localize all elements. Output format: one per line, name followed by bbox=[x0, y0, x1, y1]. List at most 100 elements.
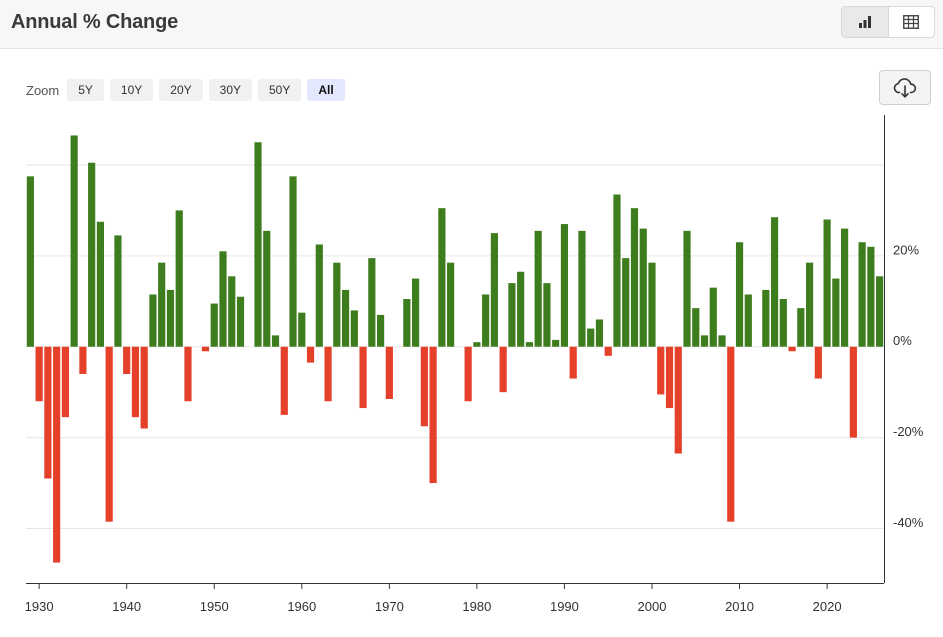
bar-1974[interactable] bbox=[420, 346, 428, 427]
bar-1988[interactable] bbox=[543, 283, 551, 347]
bar-1946[interactable] bbox=[175, 210, 183, 347]
bar-1935[interactable] bbox=[79, 346, 87, 374]
bar-1944[interactable] bbox=[158, 262, 166, 347]
bar-chart-view-button[interactable] bbox=[842, 7, 889, 37]
bar-1937[interactable] bbox=[96, 221, 105, 347]
bar-1963[interactable] bbox=[324, 346, 332, 402]
bar-1972[interactable] bbox=[403, 299, 411, 347]
bar-1987[interactable] bbox=[534, 230, 542, 347]
bar-2006[interactable] bbox=[700, 335, 709, 347]
bar-2023[interactable] bbox=[849, 346, 857, 438]
bar-2009[interactable] bbox=[727, 346, 735, 522]
bar-1947[interactable] bbox=[184, 346, 192, 402]
bar-1992[interactable] bbox=[578, 230, 586, 347]
bar-1984[interactable] bbox=[508, 283, 516, 347]
bar-1999[interactable] bbox=[639, 228, 647, 347]
bar-1933[interactable] bbox=[61, 346, 69, 418]
bar-1990[interactable] bbox=[560, 224, 569, 347]
bar-2019[interactable] bbox=[814, 346, 822, 379]
zoom-30y-button[interactable]: 30Y bbox=[208, 79, 252, 101]
bar-1957[interactable] bbox=[271, 335, 280, 347]
bar-2026[interactable] bbox=[876, 276, 884, 347]
bar-2015[interactable] bbox=[779, 299, 787, 347]
bar-2008[interactable] bbox=[718, 335, 726, 347]
bar-1966[interactable] bbox=[350, 310, 358, 347]
bar-1985[interactable] bbox=[517, 271, 525, 347]
bar-1968[interactable] bbox=[368, 258, 376, 347]
bar-2022[interactable] bbox=[841, 228, 849, 347]
bar-1958[interactable] bbox=[280, 346, 288, 415]
bar-1994[interactable] bbox=[595, 319, 604, 347]
bar-1929[interactable] bbox=[26, 176, 34, 347]
bar-2011[interactable] bbox=[744, 294, 752, 347]
bar-1962[interactable] bbox=[315, 244, 323, 347]
bar-2025[interactable] bbox=[867, 246, 875, 347]
bar-2001[interactable] bbox=[657, 346, 665, 395]
bar-1998[interactable] bbox=[630, 208, 639, 347]
bar-1986[interactable] bbox=[525, 342, 534, 347]
bar-2003[interactable] bbox=[674, 346, 682, 454]
bar-1945[interactable] bbox=[166, 289, 175, 347]
bar-1936[interactable] bbox=[88, 162, 96, 347]
bar-2010[interactable] bbox=[735, 242, 744, 347]
bar-2005[interactable] bbox=[692, 308, 700, 347]
bar-1965[interactable] bbox=[341, 289, 350, 347]
zoom-20y-button[interactable]: 20Y bbox=[159, 79, 203, 101]
bar-1983[interactable] bbox=[499, 346, 507, 393]
bar-2020[interactable] bbox=[823, 219, 831, 347]
bar-1939[interactable] bbox=[114, 235, 122, 347]
bar-1931[interactable] bbox=[44, 346, 52, 479]
bar-1973[interactable] bbox=[412, 278, 420, 347]
bar-1950[interactable] bbox=[210, 303, 218, 347]
zoom-50y-button[interactable]: 50Y bbox=[258, 79, 302, 101]
bar-2017[interactable] bbox=[797, 308, 805, 347]
bar-1943[interactable] bbox=[149, 294, 157, 347]
bar-1938[interactable] bbox=[105, 346, 113, 522]
bar-2013[interactable] bbox=[762, 289, 770, 347]
bar-1930[interactable] bbox=[35, 346, 43, 402]
bar-1995[interactable] bbox=[604, 346, 612, 356]
bar-1932[interactable] bbox=[53, 346, 61, 563]
bar-2002[interactable] bbox=[665, 346, 674, 409]
bar-1961[interactable] bbox=[306, 346, 315, 363]
bar-1955[interactable] bbox=[254, 142, 262, 347]
download-button[interactable] bbox=[879, 70, 931, 105]
bar-2024[interactable] bbox=[858, 242, 866, 347]
bar-1941[interactable] bbox=[131, 346, 140, 418]
bar-1967[interactable] bbox=[359, 346, 367, 409]
bar-2004[interactable] bbox=[683, 230, 691, 347]
bar-2021[interactable] bbox=[832, 278, 840, 347]
bar-1953[interactable] bbox=[236, 296, 245, 347]
table-view-button[interactable] bbox=[889, 7, 935, 37]
zoom-all-button[interactable]: All bbox=[307, 79, 345, 101]
bar-1980[interactable] bbox=[473, 342, 481, 347]
bar-1940[interactable] bbox=[123, 346, 131, 374]
bar-2018[interactable] bbox=[805, 262, 814, 347]
bar-1951[interactable] bbox=[219, 251, 227, 347]
bar-1969[interactable] bbox=[376, 314, 385, 347]
bar-1970[interactable] bbox=[385, 346, 393, 399]
bar-1989[interactable] bbox=[552, 339, 560, 347]
bar-1997[interactable] bbox=[622, 258, 630, 347]
bar-2007[interactable] bbox=[709, 287, 717, 347]
bar-1960[interactable] bbox=[298, 312, 306, 347]
bar-2014[interactable] bbox=[770, 217, 779, 347]
bar-1979[interactable] bbox=[464, 346, 472, 402]
bar-1934[interactable] bbox=[70, 135, 78, 347]
bar-1942[interactable] bbox=[140, 346, 148, 429]
bar-1952[interactable] bbox=[228, 276, 236, 347]
bar-1981[interactable] bbox=[482, 294, 490, 347]
bar-1991[interactable] bbox=[569, 346, 577, 379]
bar-1982[interactable] bbox=[490, 233, 498, 347]
bar-2016[interactable] bbox=[788, 346, 796, 352]
bar-1956[interactable] bbox=[263, 230, 271, 347]
bar-2000[interactable] bbox=[648, 262, 656, 347]
bar-1975[interactable] bbox=[429, 346, 437, 484]
bar-1993[interactable] bbox=[587, 328, 595, 347]
bar-1964[interactable] bbox=[333, 262, 341, 347]
bar-1959[interactable] bbox=[289, 176, 297, 347]
bar-1949[interactable] bbox=[201, 346, 210, 352]
zoom-10y-button[interactable]: 10Y bbox=[109, 79, 154, 101]
bar-1976[interactable] bbox=[438, 208, 446, 347]
bar-1996[interactable] bbox=[613, 194, 621, 347]
